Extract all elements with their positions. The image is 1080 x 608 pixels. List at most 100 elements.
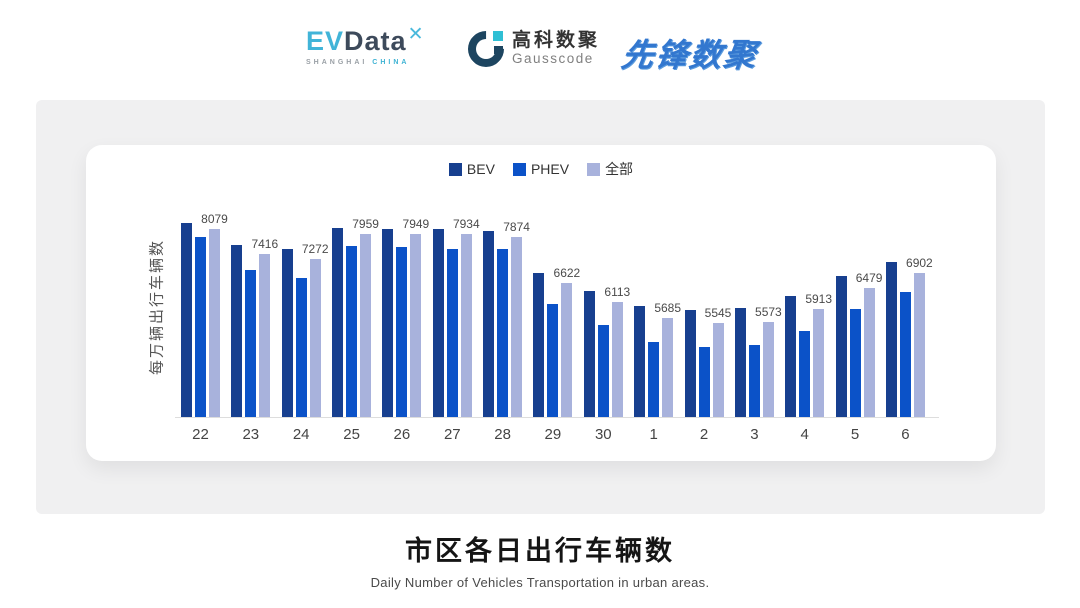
bar-value-label-28: 7874 (503, 220, 530, 234)
bar-group-4: 5913 (785, 196, 832, 417)
pioneer-logo: 先锋数聚 (619, 37, 761, 73)
bar-phev-22[interactable] (195, 237, 206, 417)
bar-phev-23[interactable] (245, 270, 257, 417)
bar-all-6[interactable] (913, 273, 925, 417)
evdata-shanghai-text: SHANGHAI (306, 59, 368, 66)
bar-all-4[interactable] (813, 309, 825, 417)
bar-all-2[interactable] (712, 323, 724, 417)
x-tick-27: 27 (443, 426, 461, 443)
legend-item-phev[interactable]: PHEV (512, 161, 570, 177)
bar-bev-4[interactable] (785, 296, 797, 417)
bar-group-26: 7949 (382, 196, 429, 417)
bar-bev-22[interactable] (181, 223, 192, 417)
legend-label: PHEV (530, 161, 570, 177)
bar-all-27[interactable] (460, 234, 472, 417)
bar-all-25[interactable] (360, 234, 372, 417)
bar-bev-3[interactable] (734, 308, 746, 417)
bar-bev-23[interactable] (231, 245, 243, 417)
gausscode-logo: 高科数聚 Gausscode (460, 23, 601, 75)
bar-phev-1[interactable] (648, 342, 660, 417)
gausscode-en-text: Gausscode (512, 51, 594, 67)
bar-phev-29[interactable] (547, 304, 559, 417)
page-subtitle: Daily Number of Vehicles Transportation … (370, 575, 710, 590)
bar-group-28: 7874 (483, 196, 530, 417)
gausscode-ring-shape (460, 23, 512, 75)
x-tick-6: 6 (901, 426, 910, 443)
bar-all-3[interactable] (762, 322, 774, 417)
bar-value-label-23: 7416 (251, 237, 279, 251)
bar-all-5[interactable] (863, 288, 875, 417)
bar-bev-25[interactable] (332, 228, 344, 417)
x-tick-5: 5 (850, 426, 860, 443)
bar-phev-27[interactable] (446, 249, 458, 417)
bar-phev-3[interactable] (748, 345, 760, 417)
footer-titles: 市区各日出行车辆数 Daily Number of Vehicles Trans… (0, 529, 1080, 590)
x-tick-30: 30 (594, 426, 612, 443)
evdata-wordmark: EVData✕ (306, 25, 423, 56)
bar-bev-2[interactable] (684, 310, 696, 417)
bar-phev-5[interactable] (849, 309, 861, 417)
bar-value-label-25: 7959 (352, 217, 379, 231)
bar-value-label-27: 7934 (452, 217, 480, 231)
bar-value-label-24: 7272 (301, 242, 329, 256)
bar-bev-28[interactable] (483, 231, 495, 417)
bar-phev-4[interactable] (799, 331, 811, 417)
bar-value-label-30: 6113 (604, 285, 631, 299)
x-tick-23: 23 (242, 426, 260, 443)
bar-value-label-2: 5545 (704, 306, 732, 320)
bar-all-1[interactable] (662, 318, 674, 417)
bar-bev-27[interactable] (432, 229, 444, 417)
bar-group-2: 5545 (684, 196, 731, 417)
bar-phev-28[interactable] (497, 249, 509, 417)
legend-swatch-icon (587, 162, 601, 176)
bar-all-22[interactable] (209, 229, 220, 417)
bar-phev-24[interactable] (295, 278, 307, 417)
bar-bev-26[interactable] (382, 229, 394, 417)
evdata-data-text: Data (344, 26, 407, 56)
bar-phev-26[interactable] (396, 247, 408, 417)
chart-card: BEV PHEV 全部 每万辆出行车辆数 8079 22 7416 23 7272 24 795… (86, 145, 996, 461)
x-tick-3: 3 (750, 426, 759, 443)
bar-value-label-29: 6622 (553, 266, 581, 280)
bar-group-3: 5573 (734, 196, 782, 417)
bar-phev-30[interactable] (597, 325, 609, 417)
bar-phev-6[interactable] (899, 292, 911, 417)
bar-bev-1[interactable] (634, 306, 646, 417)
bar-all-26[interactable] (410, 234, 422, 417)
bar-bev-30[interactable] (583, 291, 595, 417)
bar-group-23: 7416 (231, 196, 278, 417)
bar-phev-25[interactable] (346, 246, 358, 417)
bar-value-label-1: 5685 (654, 301, 682, 315)
gausscode-text: 高科数聚 Gausscode (512, 30, 601, 67)
bar-value-label-4: 5913 (805, 292, 833, 306)
bar-value-label-22: 8079 (201, 212, 228, 226)
gausscode-crossbar (494, 46, 503, 54)
bar-bev-29[interactable] (533, 273, 545, 417)
legend-item-all[interactable]: 全部 (587, 159, 633, 179)
bar-all-28[interactable] (511, 237, 523, 417)
legend-swatch-icon (512, 162, 526, 176)
x-tick-2: 2 (699, 426, 709, 443)
page-title: 市区各日出行车辆数 (405, 536, 675, 566)
bar-value-label-26: 7949 (402, 217, 430, 231)
bar-bev-5[interactable] (835, 276, 847, 417)
gausscode-cn-text: 高科数聚 (512, 30, 601, 52)
bar-group-24: 7272 (281, 196, 329, 417)
bar-phev-2[interactable] (698, 347, 710, 417)
legend-item-bev[interactable]: BEV (448, 161, 495, 177)
gausscode-cyan-square (493, 31, 503, 41)
gausscode-g-icon (460, 23, 512, 75)
bar-all-30[interactable] (611, 302, 623, 417)
x-tick-24: 24 (292, 426, 310, 443)
x-tick-4: 4 (800, 426, 809, 443)
x-tick-1: 1 (649, 426, 658, 443)
bar-all-29[interactable] (561, 283, 573, 417)
bar-bev-24[interactable] (281, 249, 293, 417)
bar-all-23[interactable] (259, 254, 271, 417)
bar-all-24[interactable] (309, 259, 321, 417)
x-tick-28: 28 (494, 426, 511, 443)
bar-value-label-6: 6902 (906, 256, 933, 270)
chart-legend: BEV PHEV 全部 (86, 159, 996, 179)
bar-bev-6[interactable] (885, 262, 897, 417)
bar-group-30: 6113 (583, 196, 630, 417)
